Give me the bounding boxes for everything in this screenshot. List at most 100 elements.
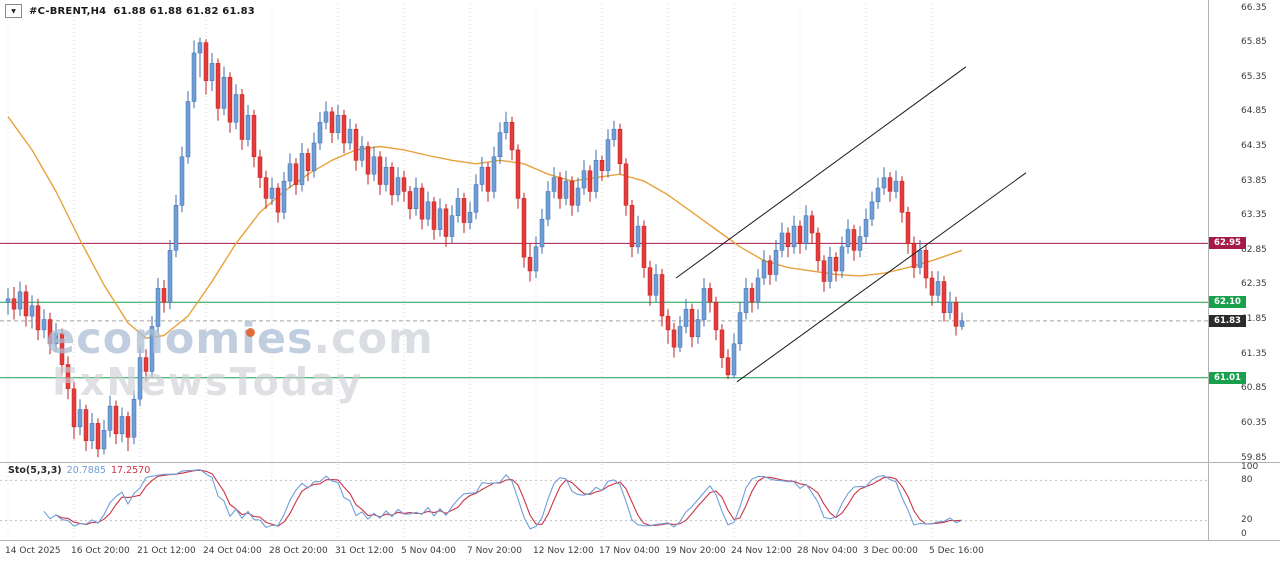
candle-body xyxy=(803,215,809,244)
candle-body xyxy=(905,211,911,244)
candle-body xyxy=(293,163,299,185)
candle-body xyxy=(107,405,113,431)
stochastic-name: Sto(5,3,3) xyxy=(8,465,62,476)
candle-body xyxy=(725,357,731,376)
candle-body xyxy=(947,301,953,313)
candle-body xyxy=(137,357,143,400)
candle-body xyxy=(845,229,851,248)
candle-body xyxy=(167,250,173,303)
candle-body xyxy=(377,156,383,185)
candle-body xyxy=(497,132,503,158)
candle-body xyxy=(401,177,407,192)
candle-body xyxy=(173,205,179,251)
candle-body xyxy=(605,139,611,171)
candle-body xyxy=(851,229,857,251)
candle-body xyxy=(581,170,587,189)
candle-body xyxy=(95,423,101,450)
candle-body xyxy=(11,298,17,310)
candle-body xyxy=(323,111,329,123)
candle-body xyxy=(893,180,899,192)
candle-body xyxy=(767,260,773,275)
candle-body xyxy=(527,256,533,272)
candle-body xyxy=(515,149,521,199)
trendline[interactable] xyxy=(675,66,967,279)
candle-body xyxy=(713,301,719,331)
candle-body xyxy=(389,166,395,196)
candle-body xyxy=(881,177,887,189)
candle-body xyxy=(857,236,863,251)
candle-body xyxy=(257,156,263,178)
candle-body xyxy=(887,177,893,192)
candle-body xyxy=(413,187,419,210)
candle-body xyxy=(419,187,425,220)
candle-body xyxy=(161,288,167,303)
candle-body xyxy=(77,409,83,428)
candle-body xyxy=(773,250,779,275)
candle-body xyxy=(371,156,377,175)
candle-body xyxy=(467,211,473,223)
candle-body xyxy=(683,308,689,327)
candle-body xyxy=(431,201,437,230)
candle-body xyxy=(347,128,353,144)
candle-body xyxy=(821,260,827,282)
candle-body xyxy=(65,364,71,389)
candle-body xyxy=(671,329,677,348)
candle-body xyxy=(521,198,527,258)
candle-body xyxy=(359,146,365,161)
candle-body xyxy=(35,305,41,331)
symbol-title: #C-BRENT,H4 xyxy=(29,5,107,17)
candle-body xyxy=(899,180,905,213)
candle-body xyxy=(593,160,599,192)
candle-body xyxy=(647,267,653,296)
candle-body xyxy=(551,177,557,192)
stochastic-k-value: 20.7885 xyxy=(66,465,106,476)
trendline[interactable] xyxy=(736,172,1027,383)
candle-body xyxy=(227,76,233,123)
candle-body xyxy=(395,177,401,196)
candle-body xyxy=(5,298,11,303)
symbol-header: ▼ #C-BRENT,H4 61.88 61.88 61.82 61.83 xyxy=(5,4,255,18)
candle-body xyxy=(509,121,515,151)
symbol-dropdown-button[interactable]: ▼ xyxy=(5,4,22,18)
candle-body xyxy=(179,156,185,206)
candle-body xyxy=(47,319,53,344)
candle-body xyxy=(299,153,305,185)
chevron-down-icon: ▼ xyxy=(11,7,16,15)
candle-body xyxy=(131,398,137,438)
candle-body xyxy=(203,42,209,81)
candle-body xyxy=(761,260,767,279)
candle-body xyxy=(863,218,869,237)
candle-body xyxy=(569,180,575,206)
candle-body xyxy=(365,146,371,175)
candle-body xyxy=(557,177,563,199)
candle-body xyxy=(653,274,659,296)
candle-body xyxy=(911,243,917,268)
candle-body xyxy=(533,246,539,272)
candle-body xyxy=(275,187,281,213)
candle-body xyxy=(785,232,791,248)
candle-body xyxy=(263,177,269,199)
candle-body xyxy=(587,170,593,192)
candle-body xyxy=(695,319,701,338)
candle-body xyxy=(215,63,221,109)
candle-body xyxy=(53,333,59,345)
candle-body xyxy=(839,246,845,272)
candle-body xyxy=(437,208,443,230)
candle-body xyxy=(875,187,881,203)
candle-body xyxy=(239,94,245,140)
candle-body xyxy=(119,416,125,435)
candle-body xyxy=(317,121,323,144)
candle-body xyxy=(353,128,359,161)
candle-body xyxy=(281,180,287,213)
candle-body xyxy=(383,166,389,185)
candle-body xyxy=(575,187,581,206)
candles-series xyxy=(5,37,965,458)
candle-body xyxy=(149,326,155,372)
candle-body xyxy=(407,191,413,210)
candle-body xyxy=(125,416,131,438)
candle-body xyxy=(749,288,755,303)
candle-body xyxy=(479,166,485,185)
candle-body xyxy=(251,115,257,158)
